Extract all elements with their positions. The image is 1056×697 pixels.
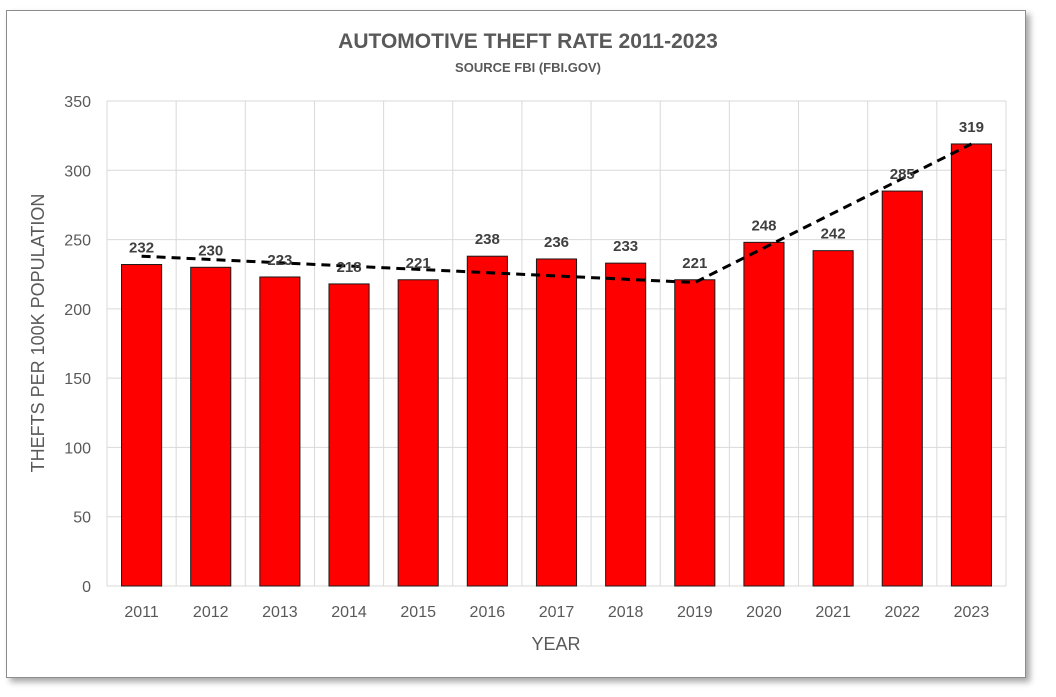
bar: [535, 258, 578, 587]
bar: [812, 250, 854, 587]
bars: [121, 143, 992, 587]
y-tick-label: 200: [64, 302, 91, 319]
x-axis-ticks: 2011 2012 2013 2014 2015 2016 2017 2018 2019 2020…: [124, 604, 989, 621]
x-tick-label: 2014: [331, 604, 367, 621]
chart-title: AUTOMOTIVE THEFT RATE 2011-2023: [338, 30, 718, 53]
data-label: 230: [198, 242, 223, 259]
x-tick-label: 2018: [608, 604, 644, 621]
data-label: 223: [267, 252, 292, 269]
bar: [397, 279, 439, 587]
data-label: 233: [613, 238, 638, 255]
data-label: 221: [406, 255, 431, 272]
x-tick-label: 2020: [746, 604, 782, 621]
bar: [259, 276, 301, 587]
data-label: 232: [129, 240, 154, 257]
x-tick-label: 2013: [262, 604, 298, 621]
x-tick-label: 2015: [400, 604, 436, 621]
x-tick-label: 2023: [954, 604, 990, 621]
x-tick-label: 2012: [193, 604, 229, 621]
data-label: 218: [337, 259, 362, 276]
data-label: 236: [544, 234, 569, 251]
data-label: 319: [959, 119, 984, 136]
data-label: 248: [751, 217, 776, 234]
bar: [743, 241, 785, 587]
bar: [190, 266, 232, 587]
bar: [328, 283, 370, 587]
y-tick-label: 0: [82, 579, 91, 596]
y-tick-label: 100: [64, 440, 91, 457]
y-axis-ticks: 0 50 100 150 200 250 300 350: [64, 94, 91, 596]
data-label: 221: [682, 255, 707, 272]
bar: [674, 279, 716, 587]
bar: [605, 262, 647, 587]
x-axis-title: YEAR: [531, 634, 580, 654]
y-tick-label: 350: [64, 94, 91, 111]
bar: [881, 190, 923, 587]
y-axis-title: THEFTS PER 100K POPULATION: [28, 194, 48, 473]
bar: [950, 143, 992, 587]
x-tick-label: 2021: [815, 604, 851, 621]
y-tick-label: 150: [64, 371, 91, 388]
data-labels: 232 230 223 218 221 238 236 233 221 248 242 285 319: [129, 119, 984, 276]
x-tick-label: 2011: [124, 604, 159, 621]
y-tick-label: 50: [73, 510, 91, 527]
data-label: 242: [821, 226, 846, 243]
chart-subtitle: SOURCE FBI (FBI.GOV): [455, 60, 601, 75]
bar: [121, 264, 163, 587]
x-tick-label: 2019: [677, 604, 713, 621]
bar: [466, 255, 508, 587]
x-tick-label: 2017: [539, 604, 575, 621]
data-label: 285: [890, 166, 915, 183]
trendline-layer: [141, 142, 973, 285]
data-label: 238: [475, 231, 500, 248]
x-tick-label: 2016: [470, 604, 506, 621]
y-tick-label: 250: [64, 233, 91, 250]
y-tick-label: 300: [64, 163, 91, 180]
x-tick-label: 2022: [884, 604, 920, 621]
trendline: [141, 142, 973, 285]
